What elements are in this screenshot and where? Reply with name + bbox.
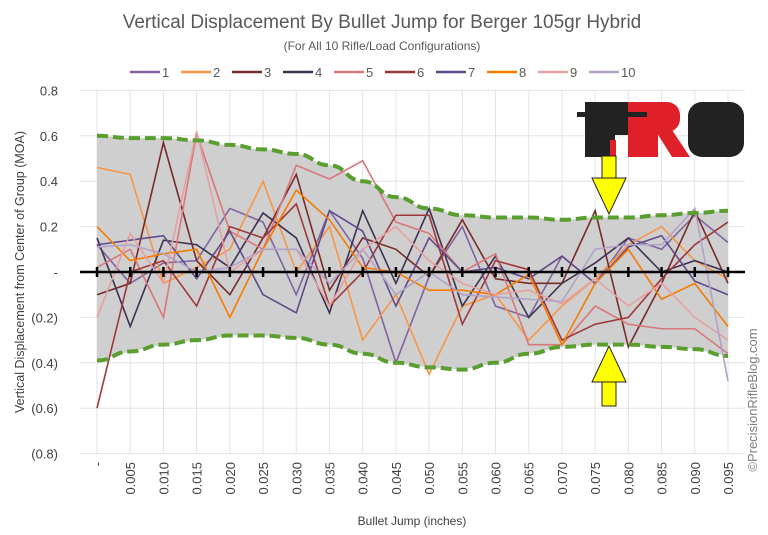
rifle-silhouette-icon — [577, 112, 647, 117]
legend-label-1: 1 — [162, 65, 169, 80]
series-line-3 — [96, 139, 729, 350]
envelope-upper — [96, 133, 729, 222]
y-tick-label: - — [54, 265, 58, 280]
chart-subtitle: (For All 10 Rifle/Load Configurations) — [284, 39, 481, 53]
x-tick-label: 0.030 — [289, 462, 304, 495]
x-tick-label: 0.020 — [223, 462, 238, 495]
x-tick-label: 0.090 — [688, 462, 703, 495]
y-tick-label: 0.4 — [40, 174, 58, 189]
series-line-2 — [96, 166, 729, 377]
legend-label-4: 4 — [315, 65, 322, 80]
x-tick-label: 0.080 — [621, 462, 636, 495]
x-axis-label: Bullet Jump (inches) — [358, 514, 467, 528]
x-tick-label: 0.055 — [455, 462, 470, 495]
x-tick-label: 0.075 — [588, 462, 603, 495]
x-tick-label: 0.095 — [721, 462, 736, 495]
envelope-lower — [96, 333, 729, 372]
legend-label-2: 2 — [213, 65, 220, 80]
legend-label-5: 5 — [366, 65, 373, 80]
legend-label-7: 7 — [468, 65, 475, 80]
y-tick-label: (0.8) — [31, 447, 58, 462]
x-tick-label: 0.085 — [655, 462, 670, 495]
x-tick-label: 0.015 — [190, 462, 205, 495]
logo-b — [688, 102, 744, 157]
y-tick-label: (0.2) — [31, 310, 58, 325]
legend-label-6: 6 — [417, 65, 424, 80]
chart-title: Vertical Displacement By Bullet Jump for… — [123, 12, 642, 33]
x-tick-label: - — [90, 462, 105, 466]
x-tick-label: 0.010 — [156, 462, 171, 495]
legend-label-8: 8 — [519, 65, 526, 80]
x-tick-label: 0.065 — [522, 462, 537, 495]
x-tick-label: 0.050 — [422, 462, 437, 495]
legend-label-9: 9 — [570, 65, 577, 80]
logo-r-leg — [655, 130, 690, 157]
y-axis-label: Vertical Displacement from Center of Gro… — [13, 131, 27, 413]
y-tick-label: (0.4) — [31, 356, 58, 371]
legend-label-10: 10 — [621, 65, 635, 80]
arrow-up-icon — [591, 344, 627, 407]
series-line-5 — [96, 130, 729, 355]
logo-r-bowl — [640, 102, 680, 132]
y-tick-label: 0.8 — [40, 83, 58, 98]
series-line-4 — [96, 206, 729, 329]
series-line-9 — [96, 131, 729, 341]
envelope-fill — [97, 135, 728, 370]
logo-dot — [610, 140, 616, 158]
y-tick-label: (0.6) — [31, 401, 58, 416]
y-tick-label: 0.2 — [40, 220, 58, 235]
watermark: ©PrecisionRifleBlog.com — [745, 328, 760, 471]
legend-label-3: 3 — [264, 65, 271, 80]
x-tick-label: 0.060 — [489, 462, 504, 495]
x-tick-label: 0.005 — [123, 462, 138, 495]
x-tick-label: 0.025 — [256, 462, 271, 495]
x-tick-label: 0.035 — [322, 462, 337, 495]
y-tick-label: 0.6 — [40, 129, 58, 144]
arrow-down-icon — [591, 155, 627, 216]
series-line-8 — [96, 189, 729, 347]
x-tick-label: 0.040 — [356, 462, 371, 495]
series-line-6 — [96, 202, 729, 409]
x-tick-label: 0.045 — [389, 462, 404, 495]
x-tick-label: 0.070 — [555, 462, 570, 495]
prb-logo — [577, 102, 744, 158]
